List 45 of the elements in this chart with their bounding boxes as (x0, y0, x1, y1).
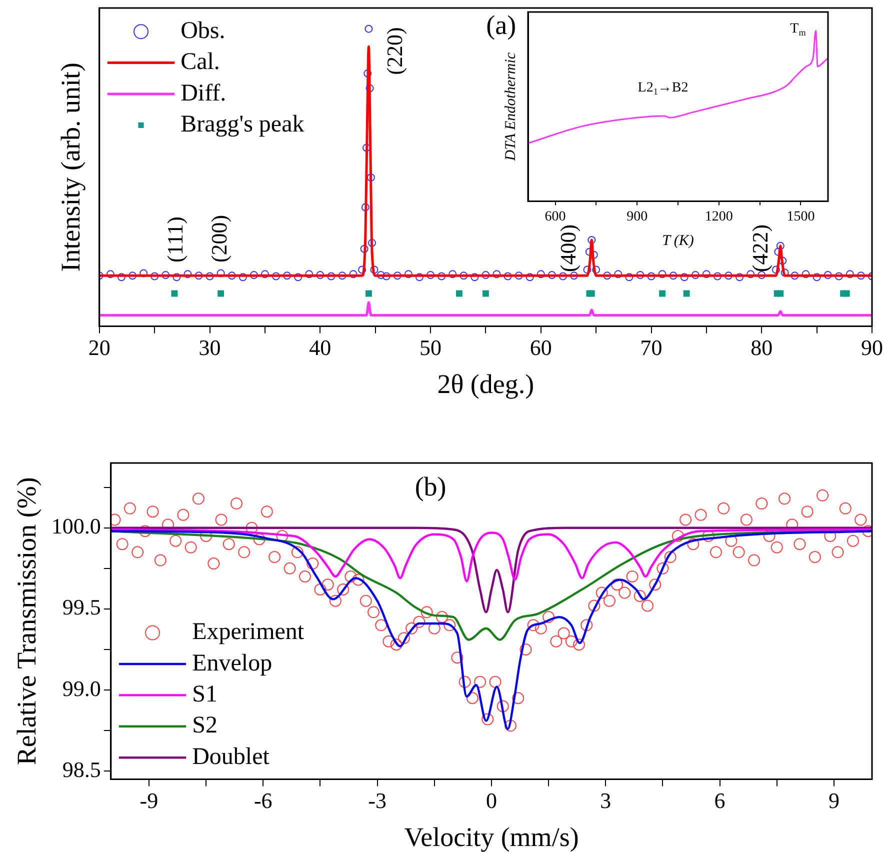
annotation: (111) (162, 216, 188, 263)
legend-label: S1 (192, 681, 218, 708)
legend-label: Envelop (192, 650, 272, 676)
y-tick-label: 98.5 (62, 756, 101, 782)
x-tick-label: 3 (600, 788, 612, 814)
legend-label: Cal. (180, 49, 220, 76)
x-tick-label: 80 (750, 335, 773, 360)
y-axis-title: Relative Transmission (%) (11, 477, 42, 766)
x-axis-title: T (K) (662, 232, 694, 249)
x-tick-label: -3 (368, 788, 386, 814)
y-tick-label: 100.0 (51, 514, 101, 539)
annotation: (422) (747, 224, 772, 272)
x-tick-label: 90 (861, 335, 883, 360)
x-tick-label: -9 (140, 788, 158, 814)
x-tick-label: 1500 (786, 209, 815, 224)
legend-label: Bragg's peak (180, 111, 304, 138)
x-axis-title: Velocity (mm/s) (404, 822, 579, 852)
y-tick-label: 99.5 (62, 594, 101, 620)
x-tick-label: 600 (544, 209, 566, 224)
x-tick-label: 9 (828, 788, 840, 814)
annotation: (400) (556, 224, 581, 272)
x-tick-label: 1200 (704, 209, 733, 224)
x-tick-label: 6 (714, 788, 726, 814)
annotation: (200) (206, 214, 232, 263)
legend-label: S2 (192, 712, 218, 739)
x-tick-label: 900 (626, 209, 648, 224)
x-tick-label: 60 (530, 335, 552, 360)
legend-label: Diff. (180, 80, 226, 106)
y-tick-label: 99.0 (62, 676, 101, 701)
legend-label: Doublet (192, 744, 270, 770)
legend-label: Experiment (192, 619, 304, 646)
x-tick-label: 20 (88, 335, 110, 360)
annotation: (b) (414, 471, 446, 502)
x-tick-label: -6 (254, 788, 272, 814)
y-axis-title: DTA Endothermic (502, 52, 519, 162)
y-axis-title: Intensity (arb. unit) (55, 62, 86, 272)
annotation: (a) (486, 10, 516, 40)
annotation: (220) (382, 27, 407, 75)
x-tick-label: 0 (486, 788, 497, 814)
x-tick-label: 50 (420, 335, 442, 360)
x-tick-label: 70 (640, 335, 662, 360)
x-tick-label: 30 (198, 335, 221, 360)
x-tick-label: 40 (309, 335, 332, 360)
x-axis-title: 2θ (deg.) (437, 368, 534, 399)
legend-label: Obs. (180, 18, 226, 44)
